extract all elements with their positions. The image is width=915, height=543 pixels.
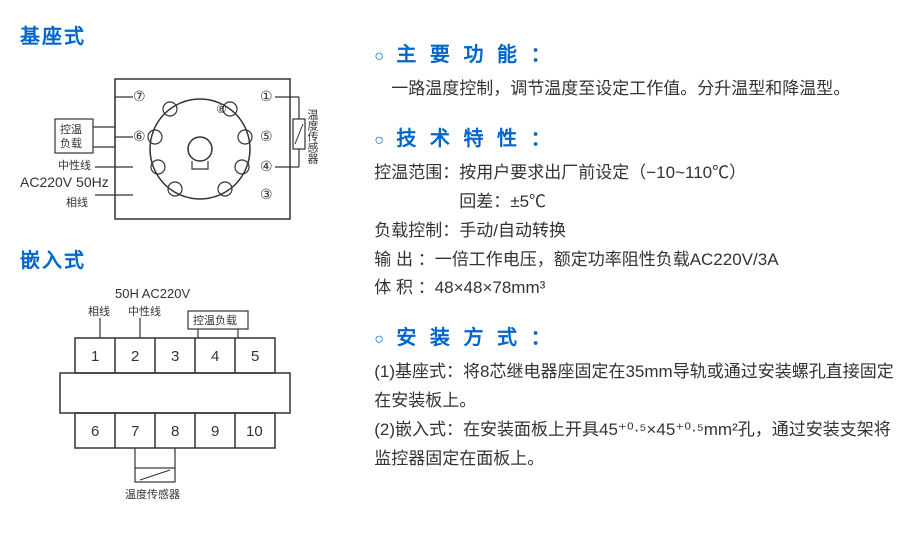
svg-text:50H AC220V: 50H AC220V [115,286,190,301]
svg-text:AC220V 50Hz: AC220V 50Hz [20,174,109,190]
left-column: 基座式 ⑧ ⑦ ⑥ [20,20,344,523]
svg-text:④: ④ [260,158,273,174]
svg-text:3: 3 [171,348,179,365]
base-type-title: 基座式 [20,20,344,49]
spec-output: 输 出 ：一倍工作电压，额定功率阻性负载AC220V/3A [374,246,895,275]
svg-text:温度传感器: 温度传感器 [306,109,319,165]
svg-text:相线: 相线 [88,304,110,318]
svg-text:2: 2 [131,348,139,365]
svg-text:③: ③ [260,186,273,202]
base-diagram-svg: ⑧ ⑦ ⑥ ① ⑤ ④ ③ [20,59,330,229]
svg-text:1: 1 [91,348,99,365]
embed-type-title: 嵌入式 [20,244,344,273]
install-title: 安 装 方 式 ： [374,321,895,350]
svg-text:⑦: ⑦ [133,88,146,104]
svg-text:中性线: 中性线 [58,158,91,172]
svg-text:6: 6 [91,423,99,440]
svg-text:负载: 负载 [60,136,82,150]
svg-text:9: 9 [211,423,219,440]
svg-text:7: 7 [131,423,139,440]
right-column: 主 要 功 能 ： 一路温度控制，调节温度至设定工作值。分升温型和降温型。 技 … [344,20,895,523]
svg-text:⑧: ⑧ [216,102,227,116]
svg-text:4: 4 [211,348,219,365]
svg-text:相线: 相线 [66,195,88,209]
tech-spec-title: 技 术 特 性 ： [374,122,895,151]
spec-load-ctrl: 负载控制：手动/自动转换 [374,217,895,246]
spec-hysteresis: 回差：±5℃ [374,188,895,217]
svg-text:温度传感器: 温度传感器 [125,487,180,501]
spec-volume: 体 积 ：48×48×78mm³ [374,274,895,303]
svg-text:⑤: ⑤ [260,128,273,144]
spec-range: 控温范围：按用户要求出厂前设定（−10~110℃） [374,159,895,188]
base-diagram: ⑧ ⑦ ⑥ ① ⑤ ④ ③ [20,59,344,229]
svg-text:①: ① [260,88,273,104]
svg-text:5: 5 [251,348,259,365]
main-container: 基座式 ⑧ ⑦ ⑥ [0,0,915,543]
svg-text:10: 10 [246,423,263,440]
svg-text:控温负载: 控温负载 [193,313,237,327]
install-method2: (2)嵌入式：在安装面板上开具45⁺⁰·⁵×45⁺⁰·⁵mm²孔，通过安装支架将… [374,416,895,474]
embed-diagram-svg: 50H AC220V 相线 中性线 控温负载 1 2 3 [20,283,330,508]
embed-diagram: 50H AC220V 相线 中性线 控温负载 1 2 3 [20,283,344,508]
svg-text:⑥: ⑥ [133,128,146,144]
install-method1: (1)基座式：将8芯继电器座固定在35mm导轨或通过安装螺孔直接固定在安装板上。 [374,358,895,416]
svg-text:控温: 控温 [60,122,82,136]
svg-text:中性线: 中性线 [128,304,161,318]
main-func-title: 主 要 功 能 ： [374,38,895,67]
svg-text:8: 8 [171,423,179,440]
main-func-text: 一路温度控制，调节温度至设定工作值。分升温型和降温型。 [374,75,895,104]
